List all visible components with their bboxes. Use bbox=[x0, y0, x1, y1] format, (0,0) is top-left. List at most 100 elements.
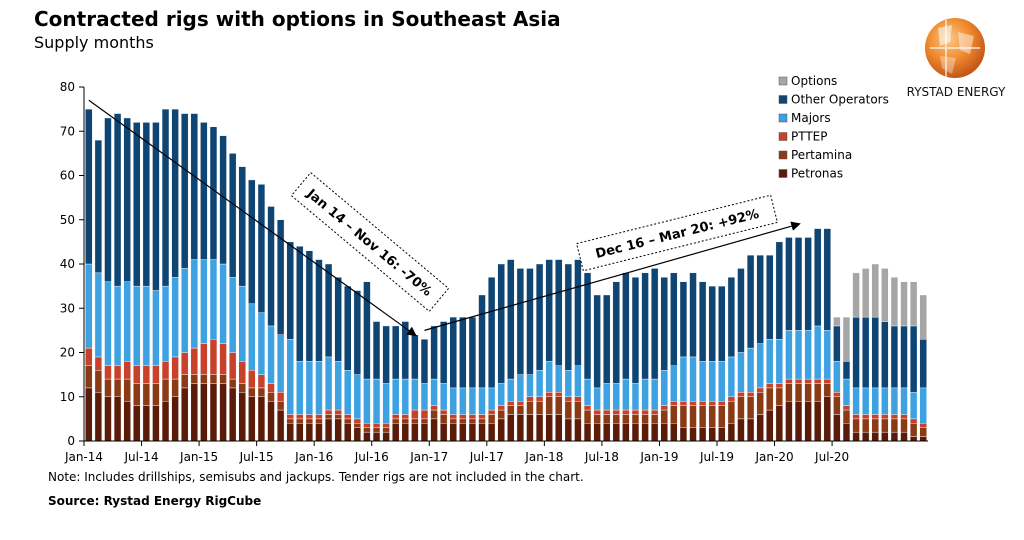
bar-segment-majors bbox=[296, 361, 304, 415]
bar-segment-petronas bbox=[324, 418, 333, 442]
bar-segment-petronas bbox=[133, 405, 141, 442]
bar-segment-other-operators bbox=[363, 281, 371, 380]
logo-text: RYSTAD ENERGY bbox=[907, 85, 1006, 99]
bar-segment-pttep bbox=[85, 347, 93, 366]
bar-segment-pttep bbox=[708, 400, 716, 406]
bar-segment-petronas bbox=[679, 427, 688, 442]
bar-segment-petronas bbox=[890, 431, 899, 442]
bar-segment-pertamina bbox=[564, 400, 573, 420]
bar-segment-pertamina bbox=[113, 378, 122, 397]
bar-segment-petronas bbox=[190, 383, 198, 442]
bar-segment-petronas bbox=[276, 409, 285, 442]
bar-segment-petronas bbox=[459, 423, 467, 442]
bar-segment-other-operators bbox=[746, 254, 755, 349]
bar-segment-pertamina bbox=[833, 396, 841, 415]
bar-segment-pertamina bbox=[305, 418, 314, 424]
bar-segment-petronas bbox=[900, 431, 908, 442]
bar-segment-petronas bbox=[411, 423, 419, 442]
bar-segment-other-operators bbox=[852, 316, 860, 389]
bar-segment-other-operators bbox=[257, 184, 266, 313]
bar-segment-other-operators bbox=[123, 117, 131, 282]
bar-segment-pttep bbox=[181, 352, 189, 375]
bar-segment-other-operators bbox=[823, 228, 831, 331]
bar-segment-pertamina bbox=[775, 387, 784, 406]
bar-segment-pttep bbox=[535, 396, 544, 402]
y-tick-label: 70 bbox=[60, 124, 75, 138]
bar-segment-majors bbox=[507, 378, 515, 402]
bar-segment-pertamina bbox=[612, 414, 620, 424]
bar-segment-options bbox=[862, 268, 870, 318]
bar-segment-majors bbox=[727, 356, 736, 397]
bar-segment-pertamina bbox=[622, 414, 630, 424]
bar-segment-petronas bbox=[487, 423, 496, 442]
bar-segment-pertamina bbox=[746, 396, 755, 420]
bar-segment-petronas bbox=[305, 423, 314, 442]
bar-segment-other-operators bbox=[919, 339, 927, 389]
y-tick-label: 80 bbox=[60, 80, 75, 94]
bar-segment-majors bbox=[200, 259, 208, 344]
bar-segment-pttep bbox=[727, 396, 736, 402]
bars-layer bbox=[85, 108, 927, 442]
bar-segment-pttep bbox=[689, 400, 697, 406]
bar-segment-petronas bbox=[603, 423, 611, 442]
bar-segment-majors bbox=[324, 356, 333, 411]
bar-segment-pttep bbox=[823, 378, 831, 384]
bar-segment-majors bbox=[794, 330, 803, 380]
bar-segment-other-operators bbox=[862, 316, 870, 389]
bar-segment-pertamina bbox=[679, 405, 688, 428]
bar-segment-options bbox=[852, 272, 860, 318]
bar-segment-pertamina bbox=[871, 418, 879, 433]
bar-segment-other-operators bbox=[526, 268, 534, 375]
bar-segment-majors bbox=[171, 277, 179, 358]
bar-segment-other-operators bbox=[497, 263, 505, 384]
bar-segment-majors bbox=[670, 365, 678, 402]
bar-segment-pttep bbox=[545, 392, 553, 397]
bar-segment-pertamina bbox=[190, 374, 198, 384]
bar-segment-pertamina bbox=[142, 383, 150, 406]
bar-segment-other-operators bbox=[574, 259, 582, 366]
legend-label: Petronas bbox=[791, 167, 843, 181]
bar-segment-majors bbox=[449, 387, 457, 415]
bar-segment-other-operators bbox=[708, 285, 716, 362]
bar-segment-pertamina bbox=[651, 414, 659, 424]
bar-segment-petronas bbox=[104, 396, 112, 442]
bar-segment-petronas bbox=[353, 427, 362, 442]
bar-segment-petronas bbox=[229, 387, 237, 442]
bar-segment-pttep bbox=[334, 409, 342, 415]
bar-segment-petronas bbox=[440, 423, 448, 442]
bar-segment-other-operators bbox=[593, 294, 601, 389]
x-tick-label: Jan-17 bbox=[409, 450, 448, 464]
bar-segment-petronas bbox=[296, 423, 304, 442]
bar-segment-petronas bbox=[555, 414, 563, 442]
bar-segment-options bbox=[842, 316, 851, 362]
bar-segment-petronas bbox=[727, 423, 736, 442]
bar-segment-pertamina bbox=[430, 409, 438, 420]
x-tick-label: Jan-16 bbox=[294, 450, 333, 464]
bar-segment-pttep bbox=[257, 374, 266, 389]
bar-segment-petronas bbox=[766, 409, 774, 442]
bar-segment-majors bbox=[516, 374, 525, 402]
bar-segment-petronas bbox=[363, 431, 371, 442]
bar-segment-majors bbox=[123, 281, 131, 362]
bar-segment-pttep bbox=[363, 423, 371, 428]
bar-segment-pttep bbox=[641, 409, 649, 415]
bar-segment-majors bbox=[833, 361, 841, 393]
bar-segment-petronas bbox=[622, 423, 630, 442]
bar-segment-pttep bbox=[718, 400, 726, 406]
bar-segment-pttep bbox=[449, 414, 457, 420]
bar-segment-other-operators bbox=[737, 268, 745, 353]
bar-segment-petronas bbox=[478, 423, 486, 442]
bar-segment-majors bbox=[411, 378, 419, 411]
bar-segment-majors bbox=[708, 361, 716, 402]
bar-segment-pttep bbox=[171, 356, 179, 380]
bar-segment-pertamina bbox=[814, 383, 822, 402]
bar-segment-petronas bbox=[94, 392, 103, 442]
bar-segment-majors bbox=[622, 378, 630, 411]
bar-segment-other-operators bbox=[622, 272, 630, 380]
bar-segment-majors bbox=[229, 277, 237, 353]
bar-segment-majors bbox=[420, 383, 429, 411]
bar-segment-pertamina bbox=[641, 414, 649, 424]
bar-segment-other-operators bbox=[641, 272, 649, 380]
bar-segment-other-operators bbox=[353, 290, 362, 375]
bar-segment-majors bbox=[631, 383, 640, 411]
